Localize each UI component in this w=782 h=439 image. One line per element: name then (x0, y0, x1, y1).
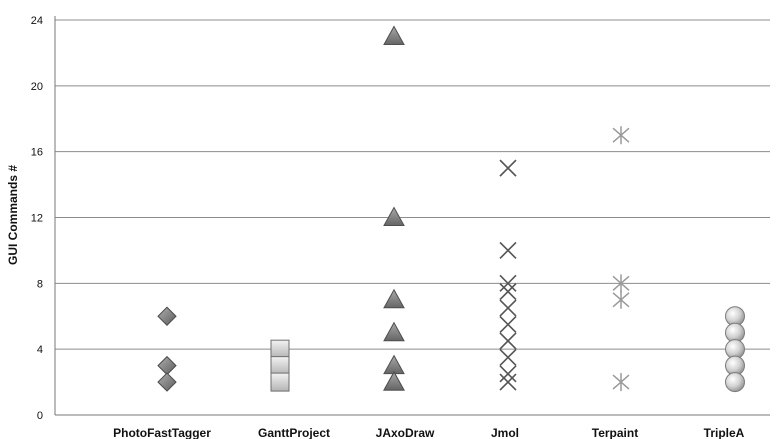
square-marker (270, 356, 290, 376)
x-category-label: JAxoDraw (376, 426, 435, 439)
asterisk-marker (612, 373, 630, 392)
triangle-marker (383, 354, 405, 375)
triangle-marker (383, 321, 405, 342)
square-marker (270, 339, 290, 359)
diamond-marker (157, 306, 177, 326)
x-category-label: Jmol (491, 426, 519, 439)
y-tick-label: 16 (31, 147, 43, 159)
y-tick-label: 8 (37, 278, 43, 290)
x-category-label: PhotoFastTagger (113, 426, 211, 439)
x-marker (499, 282, 517, 301)
y-axis-title: GUI Commands # (6, 165, 20, 265)
x-marker (499, 315, 517, 334)
triangle-marker (383, 206, 405, 226)
triangle-marker (383, 288, 405, 309)
diamond-marker (157, 355, 177, 376)
x-category-label: TripleA (704, 426, 745, 439)
x-marker (499, 159, 517, 177)
y-axis-ticks: 0 4 8 12 16 20 24 (31, 15, 43, 422)
y-tick-label: 24 (31, 15, 43, 27)
x-marker (499, 274, 517, 292)
x-category-label: Terpaint (592, 426, 638, 439)
x-marker (499, 365, 517, 383)
gridlines (54, 16, 770, 416)
x-marker (499, 373, 517, 391)
y-tick-label: 4 (37, 344, 43, 356)
diamond-marker (157, 372, 177, 392)
x-axis-categories: PhotoFastTagger GanttProject JAxoDraw Jmol T… (113, 426, 745, 439)
x-marker (499, 299, 517, 317)
sphere-marker (725, 372, 745, 393)
y-tick-label: 0 (37, 410, 43, 422)
asterisk-marker (612, 290, 630, 309)
x-marker (499, 348, 517, 366)
triangle-marker (383, 371, 405, 391)
y-tick-label: 12 (31, 213, 43, 225)
x-marker (499, 241, 517, 259)
square-marker (270, 372, 290, 392)
triangle-marker (383, 25, 405, 45)
asterisk-marker (612, 126, 630, 145)
data-points (157, 25, 745, 393)
y-tick-label: 20 (31, 81, 43, 93)
x-category-label: GanttProject (258, 426, 330, 439)
x-marker (499, 332, 517, 350)
asterisk-marker (612, 274, 630, 293)
